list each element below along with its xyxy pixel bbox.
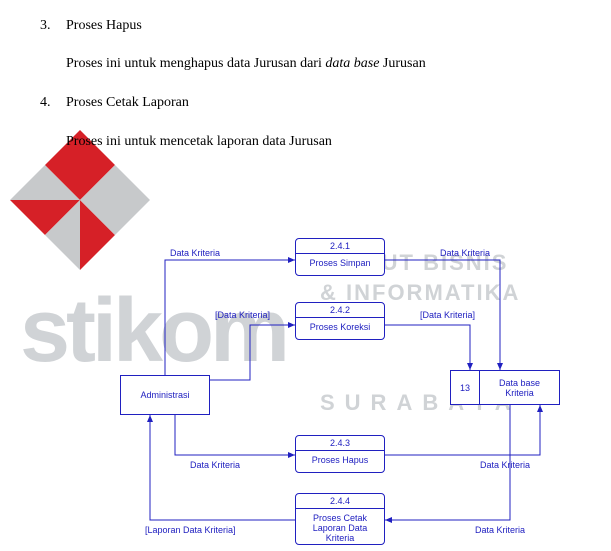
process-id-3: 2.4.3 <box>296 436 384 451</box>
list-num-4: 4. <box>40 95 51 111</box>
process-koreksi: 2.4.2 Proses Koreksi <box>295 302 385 340</box>
flow-label-l2: [Data Kriteria] <box>215 310 270 320</box>
list-desc-3: Proses ini untuk menghapus data Jurusan … <box>66 56 426 72</box>
flow-label-r4: Data Kriteria <box>475 525 525 535</box>
flow-label-r2: [Data Kriteria] <box>420 310 475 320</box>
process-id-4: 2.4.4 <box>296 494 384 509</box>
datastore-kriteria: 13 Data base Kriteria <box>450 370 560 405</box>
flow-label-l1: Data Kriteria <box>170 248 220 258</box>
process-name-4: Proses Cetak Laporan Data Kriteria <box>296 509 384 547</box>
flow-label-l3: Data Kriteria <box>190 460 240 470</box>
process-id-1: 2.4.1 <box>296 239 384 254</box>
datastore-name: Data base Kriteria <box>480 371 559 404</box>
process-name-2: Proses Koreksi <box>296 318 384 336</box>
list-title-3: Proses Hapus <box>66 18 142 34</box>
list-desc-4: Proses ini untuk mencetak laporan data J… <box>66 134 332 150</box>
process-hapus: 2.4.3 Proses Hapus <box>295 435 385 473</box>
flow-label-r1: Data Kriteria <box>440 248 490 258</box>
entity-administrasi: Administrasi <box>120 375 210 415</box>
list-num-3: 3. <box>40 18 51 34</box>
flow-label-r3: Data Kriteria <box>480 460 530 470</box>
desc3-a: Proses ini untuk menghapus data Jurusan … <box>66 56 325 71</box>
dfd-diagram: Administrasi 13 Data base Kriteria 2.4.1… <box>0 210 611 551</box>
entity-label: Administrasi <box>140 390 189 400</box>
process-id-2: 2.4.2 <box>296 303 384 318</box>
list-title-4: Proses Cetak Laporan <box>66 95 189 111</box>
desc3-c: Jurusan <box>379 56 425 71</box>
process-cetak: 2.4.4 Proses Cetak Laporan Data Kriteria <box>295 493 385 545</box>
flow-label-l4: [Laporan Data Kriteria] <box>145 525 236 535</box>
process-simpan: 2.4.1 Proses Simpan <box>295 238 385 276</box>
process-name-3: Proses Hapus <box>296 451 384 469</box>
desc3-b: data base <box>325 56 379 71</box>
datastore-id: 13 <box>451 371 480 404</box>
process-name-1: Proses Simpan <box>296 254 384 272</box>
